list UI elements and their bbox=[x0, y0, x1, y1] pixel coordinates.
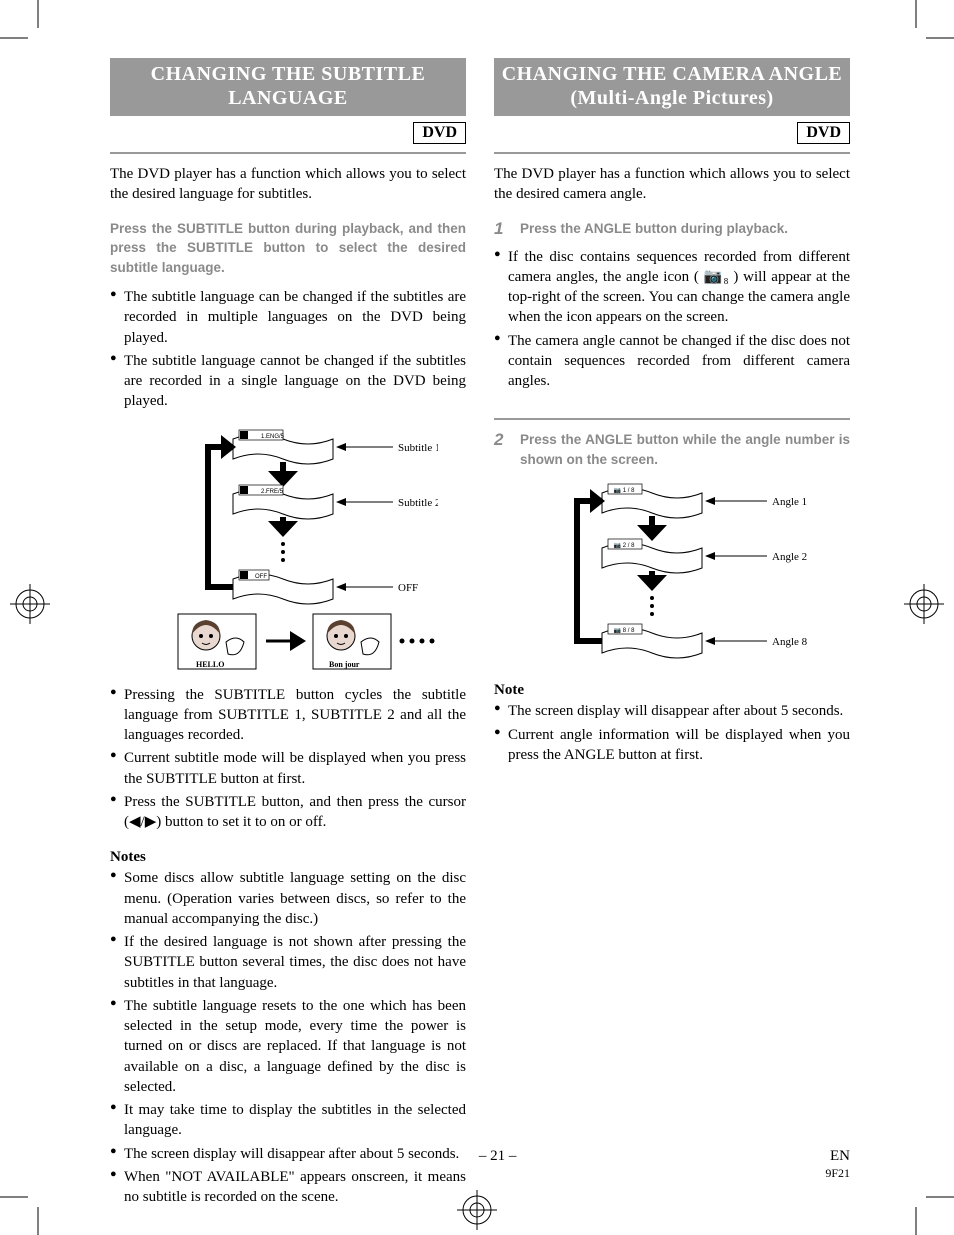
diagram-label: Angle 8 bbox=[772, 636, 808, 648]
lang: EN bbox=[830, 1148, 850, 1164]
step-2: 2 Press the ANGLE button while the angle… bbox=[494, 430, 850, 469]
bullet-item: It may take time to display the subtitle… bbox=[124, 1100, 466, 1141]
notes-heading-left: Notes bbox=[110, 849, 466, 866]
crop-mark-bl bbox=[0, 1175, 60, 1235]
step-1: 1 Press the ANGLE button during playback… bbox=[494, 219, 850, 239]
bullet-item: Current angle information will be displa… bbox=[508, 725, 850, 766]
step-text: Press the ANGLE button during playback. bbox=[520, 219, 850, 239]
bullet-item: Some discs allow subtitle language setti… bbox=[124, 868, 466, 929]
osd-text: 1.ENG/5 bbox=[261, 434, 285, 440]
doc-code: 9F21 bbox=[825, 1166, 850, 1180]
right-section-title: CHANGING THE CAMERA ANGLE (Multi-Angle P… bbox=[494, 58, 850, 116]
diagram-label: Angle 1 bbox=[772, 496, 807, 508]
right-intro: The DVD player has a function which allo… bbox=[494, 164, 850, 205]
dvd-badge: DVD bbox=[797, 122, 850, 144]
right-column: CHANGING THE CAMERA ANGLE (Multi-Angle P… bbox=[494, 58, 850, 1218]
diagram-label: Subtitle 1 bbox=[398, 442, 438, 454]
crop-mark-br bbox=[894, 1175, 954, 1235]
left-intro: The DVD player has a function which allo… bbox=[110, 164, 466, 205]
left-column: CHANGING THE SUBTITLE LANGUAGE DVD The D… bbox=[110, 58, 466, 1218]
registration-mark-right bbox=[904, 584, 944, 624]
diagram-label: Subtitle 2 bbox=[398, 497, 438, 509]
dvd-badge-row-left: DVD bbox=[110, 116, 466, 148]
bullet-item: If the desired language is not shown aft… bbox=[124, 932, 466, 993]
crop-mark-tl bbox=[0, 0, 60, 60]
left-instruction: Press the SUBTITLE button during playbac… bbox=[110, 219, 466, 278]
bullet-item: Press the SUBTITLE button, and then pres… bbox=[124, 792, 466, 833]
bullet-item: The subtitle language cannot be changed … bbox=[124, 351, 466, 412]
left-bullets-2: Pressing the SUBTITLE button cycles the … bbox=[110, 685, 466, 836]
bullet-item: The camera angle cannot be changed if th… bbox=[508, 331, 850, 392]
osd-text: OFF bbox=[255, 574, 267, 580]
left-section-title: CHANGING THE SUBTITLE LANGUAGE bbox=[110, 58, 466, 116]
osd-text: 📷 1 / 8 bbox=[614, 487, 635, 494]
bullet-item: If the disc contains sequences recorded … bbox=[508, 247, 850, 328]
rule bbox=[494, 152, 850, 154]
rule bbox=[110, 152, 466, 154]
bullet-item: The screen display will disappear after … bbox=[508, 701, 850, 721]
osd-text: 📷 8 / 8 bbox=[614, 627, 635, 634]
right-notes: The screen display will disappear after … bbox=[494, 701, 850, 768]
osd-text: 2.FRE/5 bbox=[261, 489, 284, 495]
left-bullets-1: The subtitle language can be changed if … bbox=[110, 287, 466, 415]
dvd-badge-row-right: DVD bbox=[494, 116, 850, 148]
bullet-item: Pressing the SUBTITLE button cycles the … bbox=[124, 685, 466, 746]
note-heading-right: Note bbox=[494, 682, 850, 699]
subtitle-cycle-diagram: 1.ENG/5 Subtitle 1 2.FRE/5 Subtitle 2 bbox=[110, 429, 466, 677]
svg-text:HELLO: HELLO bbox=[196, 660, 224, 669]
crop-mark-tr bbox=[894, 0, 954, 60]
right-bullets-1: If the disc contains sequences recorded … bbox=[494, 247, 850, 395]
svg-text:Bon jour: Bon jour bbox=[329, 660, 360, 669]
bullet-item: The subtitle language resets to the one … bbox=[124, 996, 466, 1097]
registration-mark-left bbox=[10, 584, 50, 624]
page-content: CHANGING THE SUBTITLE LANGUAGE DVD The D… bbox=[110, 58, 850, 1218]
osd-text: 📷 2 / 8 bbox=[614, 542, 635, 549]
bullet-item: The subtitle language can be changed if … bbox=[124, 287, 466, 348]
angle-cycle-diagram: 📷 1 / 8 Angle 1 📷 2 / 8 Angle 2 bbox=[494, 483, 850, 668]
page-footer: – 21 – EN 9F21 bbox=[110, 1148, 850, 1181]
page-number: – 21 – bbox=[170, 1148, 825, 1165]
rule bbox=[494, 418, 850, 420]
dvd-badge: DVD bbox=[413, 122, 466, 144]
lang-code: EN 9F21 bbox=[825, 1148, 850, 1181]
diagram-label: Angle 2 bbox=[772, 551, 807, 563]
diagram-label: OFF bbox=[398, 582, 418, 594]
bullet-item: Current subtitle mode will be displayed … bbox=[124, 748, 466, 789]
step-text: Press the ANGLE button while the angle n… bbox=[520, 430, 850, 469]
step-number: 1 bbox=[494, 219, 508, 239]
step-number: 2 bbox=[494, 430, 508, 469]
